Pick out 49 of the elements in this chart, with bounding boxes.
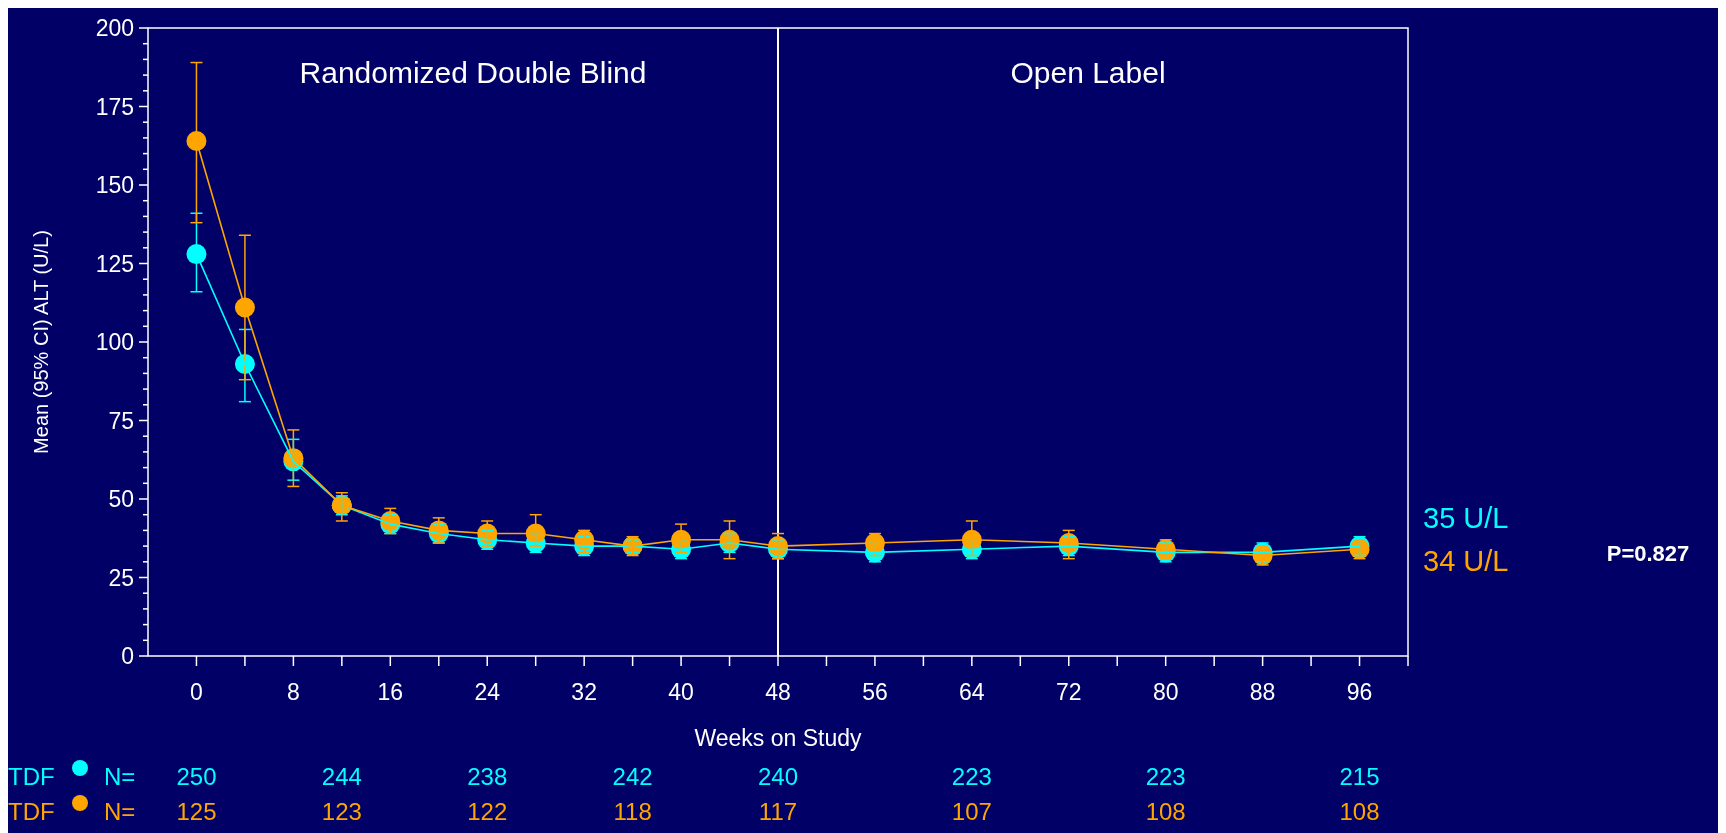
text: 215 bbox=[1339, 763, 1380, 790]
annotation: Randomized Double Blind bbox=[299, 56, 647, 89]
x-tick-label: 72 bbox=[1055, 679, 1082, 705]
x-tick-label: 24 bbox=[474, 679, 501, 705]
text: 250 bbox=[176, 763, 217, 790]
x-tick-label: 64 bbox=[959, 679, 985, 705]
x-tick-label: 80 bbox=[1152, 679, 1179, 705]
text: 223 bbox=[1145, 763, 1186, 790]
x-tick-label: 8 bbox=[286, 679, 300, 705]
text: 122 bbox=[467, 798, 508, 825]
text: 238 bbox=[467, 763, 508, 790]
y-tick-label: 0 bbox=[121, 643, 134, 669]
text: 223 bbox=[951, 763, 992, 790]
y-tick-label: 125 bbox=[95, 250, 134, 277]
text: 107 bbox=[951, 798, 992, 825]
text: 244 bbox=[321, 763, 362, 790]
text: 108 bbox=[1339, 798, 1380, 825]
text: P=0.827 bbox=[1606, 541, 1690, 566]
text: N= bbox=[104, 798, 136, 825]
y-tick-label: 150 bbox=[95, 172, 134, 198]
text: 242 bbox=[612, 763, 653, 790]
y-tick-label: 50 bbox=[108, 486, 134, 512]
x-tick-label: 32 bbox=[571, 679, 597, 705]
text: 35 U/L bbox=[1423, 502, 1509, 534]
legend-label: TDF bbox=[8, 763, 55, 790]
x-tick-label: 48 bbox=[765, 679, 791, 705]
y-tick-label: 75 bbox=[108, 407, 134, 434]
y-axis-title: Mean (95% CI) ALT (U/L) bbox=[30, 230, 52, 454]
text: 123 bbox=[321, 798, 362, 825]
y-tick-label: 25 bbox=[108, 564, 134, 591]
x-tick-label: 16 bbox=[377, 679, 404, 705]
text: 118 bbox=[613, 798, 652, 825]
y-tick-label: 200 bbox=[95, 15, 134, 41]
x-tick-label: 56 bbox=[862, 679, 888, 705]
annotation: Open Label bbox=[1010, 56, 1166, 89]
x-tick-label: 0 bbox=[190, 679, 203, 705]
x-tick-label: 88 bbox=[1249, 679, 1276, 705]
text: N= bbox=[104, 763, 136, 790]
x-tick-label: 40 bbox=[668, 679, 694, 705]
y-tick-label: 100 bbox=[95, 329, 134, 355]
legend-label: TDF bbox=[8, 798, 55, 825]
text: 108 bbox=[1145, 798, 1186, 825]
x-tick-label: 96 bbox=[1346, 679, 1373, 705]
text: 125 bbox=[176, 798, 217, 825]
text: 34 U/L bbox=[1423, 545, 1509, 577]
text: 240 bbox=[757, 763, 799, 790]
text: 117 bbox=[758, 798, 798, 825]
y-tick-label: 175 bbox=[95, 93, 134, 120]
x-axis-title: Weeks on Study bbox=[694, 725, 863, 751]
